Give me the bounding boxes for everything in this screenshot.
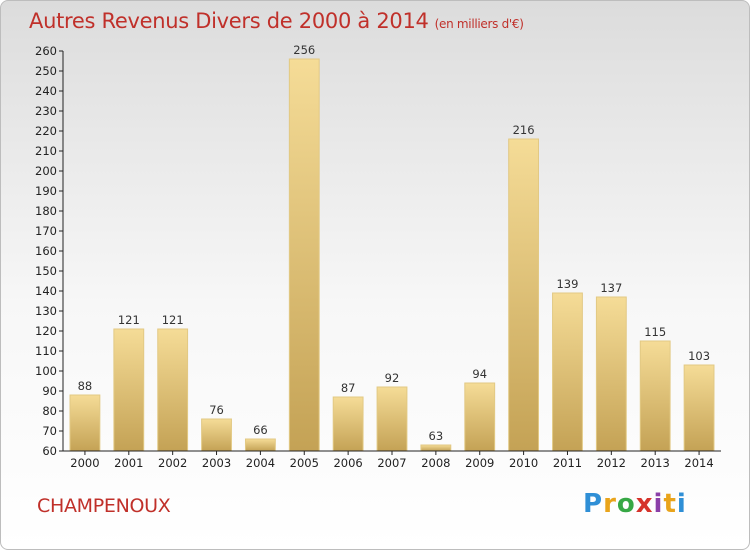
x-tick-label-2007: 2007: [377, 456, 406, 470]
bar-2014: [683, 364, 715, 452]
bar-2008: [420, 444, 452, 452]
y-tick-label-210: 210: [35, 144, 57, 158]
x-tick-label-2014: 2014: [684, 456, 713, 470]
bar-2003: [201, 418, 232, 452]
y-tick-label-80: 80: [42, 404, 57, 418]
bar-2005: [288, 58, 320, 452]
y-tick-label-220: 220: [35, 124, 57, 138]
chart-title: Autres Revenus Divers de 2000 à 2014 (en …: [29, 9, 524, 33]
bar-2000: [69, 394, 101, 452]
data-label-2001: 121: [118, 313, 140, 327]
x-tick-label-2006: 2006: [333, 456, 362, 470]
y-tick-label-70: 70: [42, 424, 57, 438]
bar-2013: [639, 340, 671, 452]
x-tick-label-2003: 2003: [202, 456, 231, 470]
data-label-2014: 103: [688, 349, 710, 363]
y-tick-label-90: 90: [42, 384, 57, 398]
x-tick-label-2012: 2012: [597, 456, 626, 470]
data-label-2011: 139: [556, 277, 578, 291]
y-tick-label-160: 160: [35, 244, 57, 258]
data-label-2012: 137: [600, 281, 622, 295]
x-tick-label-2004: 2004: [246, 456, 275, 470]
y-tick-label-230: 230: [35, 104, 57, 118]
chart-unit: (en milliers d'€): [434, 17, 524, 31]
data-label-2003: 76: [209, 403, 224, 417]
bar-2006: [332, 396, 364, 452]
y-tick-label-240: 240: [35, 84, 57, 98]
y-tick-label-170: 170: [35, 224, 57, 238]
bar-2002: [157, 328, 189, 452]
bar-2007: [376, 386, 408, 452]
data-label-2007: 92: [385, 371, 400, 385]
bars-layer: 88 121 121 76 66 256 87 92 63 94 216 139 137 115 103: [69, 43, 715, 452]
x-tick-label-2009: 2009: [465, 456, 494, 470]
bar-2010: [508, 138, 540, 452]
y-tick-label-200: 200: [35, 164, 57, 178]
bar-2004: [244, 438, 276, 452]
y-tick-label-130: 130: [35, 304, 57, 318]
x-tick-label-2000: 2000: [70, 456, 99, 470]
data-label-2010: 216: [513, 123, 535, 137]
data-label-2004: 66: [253, 423, 268, 437]
x-tick-label-2005: 2005: [290, 456, 319, 470]
x-tick-label-2010: 2010: [509, 456, 538, 470]
data-label-2005: 256: [293, 43, 315, 57]
y-tick-label-110: 110: [35, 344, 57, 358]
y-tick-label-120: 120: [35, 324, 57, 338]
data-label-2002: 121: [162, 313, 184, 327]
bar-2011: [552, 292, 583, 452]
y-tick-label-60: 60: [42, 444, 57, 458]
commune-name: CHAMPENOUX: [37, 495, 171, 517]
y-tick-label-190: 190: [35, 184, 57, 198]
proxiti-logo: Proxiti: [583, 489, 687, 519]
data-label-2000: 88: [78, 379, 93, 393]
y-tick-label-260: 260: [35, 44, 57, 58]
data-label-2013: 115: [644, 325, 666, 339]
data-label-2008: 63: [429, 429, 444, 443]
bar-2012: [595, 296, 627, 452]
x-tick-label-2008: 2008: [421, 456, 450, 470]
x-tick-label-2001: 2001: [114, 456, 143, 470]
bar-2009: [464, 382, 496, 452]
bar-2001: [113, 328, 145, 452]
y-tick-label-180: 180: [35, 204, 57, 218]
chart-title-text: Autres Revenus Divers de 2000 à 2014: [29, 9, 429, 33]
x-tick-label-2013: 2013: [641, 456, 670, 470]
y-tick-label-150: 150: [35, 264, 57, 278]
axes-layer: 2000 2001 2002 2003 2004 2005 2006 2007 2008 2009…: [35, 44, 721, 470]
y-tick-label-250: 250: [35, 64, 57, 78]
x-tick-label-2002: 2002: [158, 456, 187, 470]
y-tick-label-140: 140: [35, 284, 57, 298]
x-tick-label-2011: 2011: [553, 456, 582, 470]
data-label-2006: 87: [341, 381, 356, 395]
y-tick-label-100: 100: [35, 364, 57, 378]
data-label-2009: 94: [472, 367, 487, 381]
